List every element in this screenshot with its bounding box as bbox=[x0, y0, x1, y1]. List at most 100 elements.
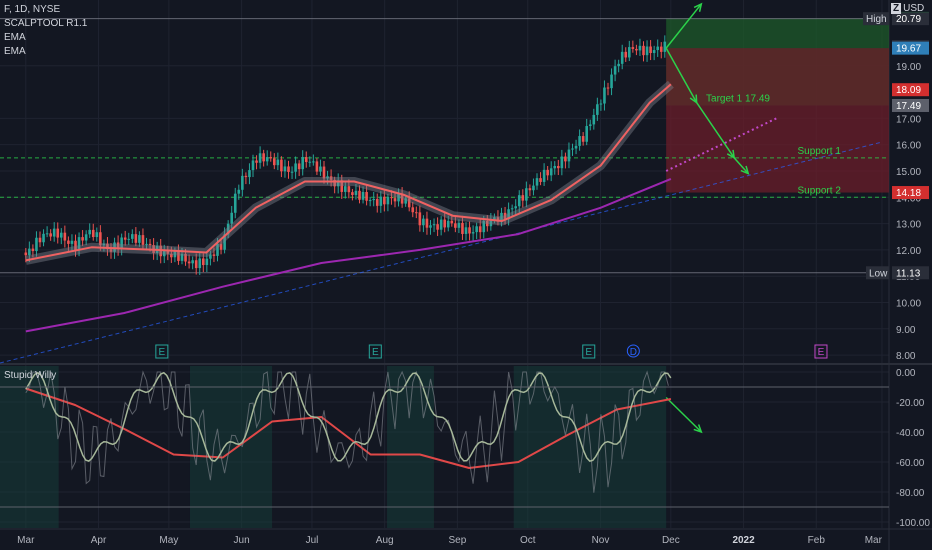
support-1-label: Support 1 bbox=[798, 146, 842, 157]
oscillator-pane bbox=[0, 366, 889, 528]
candle-body bbox=[344, 186, 347, 192]
candle-body bbox=[525, 188, 528, 201]
up-arrow bbox=[665, 3, 702, 49]
candle-body bbox=[269, 157, 273, 159]
candle-body bbox=[226, 223, 230, 235]
candle-body bbox=[379, 196, 383, 206]
candle-body bbox=[77, 237, 81, 250]
candle-body bbox=[599, 103, 603, 105]
candle-body bbox=[588, 124, 592, 127]
price-tag-label: 11.13 bbox=[896, 268, 921, 279]
candle-body bbox=[273, 158, 276, 166]
candle-body bbox=[216, 243, 219, 256]
candle-body bbox=[198, 258, 202, 269]
earnings-marker bbox=[814, 344, 828, 359]
time-tick-label: 2022 bbox=[732, 535, 755, 546]
ema-projection-line bbox=[665, 117, 777, 172]
candle-body bbox=[383, 196, 386, 205]
price-tick-label: 10.00 bbox=[896, 299, 921, 310]
down-arrow-2 bbox=[696, 102, 735, 159]
candle-body bbox=[244, 175, 248, 178]
candle-body bbox=[471, 232, 475, 234]
candle-body bbox=[230, 212, 234, 224]
candle-body bbox=[510, 208, 514, 210]
candle-body bbox=[180, 253, 184, 261]
candle-body bbox=[567, 149, 571, 162]
indicator-label-ema-1[interactable]: EMA bbox=[4, 32, 26, 43]
ema-fast-line bbox=[25, 83, 672, 262]
oscillator-tick-label: -40.00 bbox=[896, 428, 925, 439]
earnings-marker bbox=[368, 344, 382, 359]
price-tag-label: 17.49 bbox=[896, 101, 921, 112]
candle-body bbox=[287, 166, 290, 172]
candle-body bbox=[503, 212, 507, 220]
candle-body bbox=[432, 224, 436, 226]
candle-body bbox=[436, 224, 439, 230]
trend-line bbox=[0, 141, 883, 364]
candle-body bbox=[91, 229, 95, 238]
candle-body bbox=[642, 45, 645, 56]
candle-body bbox=[276, 159, 280, 166]
candle-body bbox=[635, 48, 638, 51]
price-tag bbox=[892, 186, 929, 200]
candle-body bbox=[31, 248, 35, 252]
candle-body bbox=[596, 104, 599, 115]
currency-label: USD bbox=[903, 3, 925, 14]
price-tag-label: 14.18 bbox=[896, 188, 921, 199]
oscillator-tick-label: -80.00 bbox=[896, 488, 925, 499]
indicator-label-scalptool[interactable]: SCALPTOOL R1.1 bbox=[4, 18, 88, 29]
candle-body bbox=[187, 261, 191, 264]
candle-body bbox=[564, 156, 567, 162]
candle-body bbox=[482, 220, 486, 233]
down-arrow-3-head bbox=[740, 165, 750, 175]
candle-body bbox=[411, 207, 415, 213]
candle-body bbox=[24, 252, 28, 256]
symbol-title: F, 1D, NYSE bbox=[4, 4, 61, 15]
earnings-marker-label: E bbox=[585, 347, 592, 358]
candle-body bbox=[148, 243, 152, 246]
candle-body bbox=[162, 250, 166, 257]
candle-body bbox=[301, 157, 305, 170]
candle-body bbox=[375, 198, 379, 206]
candle-body bbox=[120, 237, 123, 249]
price-tag bbox=[892, 12, 929, 26]
candle-body bbox=[294, 163, 297, 172]
candle-body bbox=[592, 114, 596, 125]
candle-body bbox=[81, 237, 84, 241]
earnings-marker-label: E bbox=[159, 347, 166, 358]
candle-body bbox=[145, 243, 148, 245]
oscillator-smooth-line bbox=[25, 371, 672, 462]
loss-zone bbox=[666, 48, 889, 193]
candle-body bbox=[478, 226, 482, 233]
candle-body bbox=[265, 157, 269, 162]
candlesticks bbox=[24, 35, 667, 276]
candle-body bbox=[219, 243, 223, 250]
indicator-label-ema-2[interactable]: EMA bbox=[4, 46, 26, 57]
candle-body bbox=[237, 189, 241, 194]
candle-body bbox=[251, 160, 255, 171]
price-axis[interactable]: 8.009.0010.0011.0012.0013.0014.0015.0016… bbox=[863, 11, 930, 529]
candle-body bbox=[517, 195, 521, 207]
candle-body bbox=[613, 66, 617, 75]
time-axis[interactable]: Mar Apr May Jun Jul Aug Sep Oct Nov Dec 2022 Feb Mar bbox=[0, 528, 932, 546]
candle-body bbox=[95, 232, 99, 238]
oscillator-title[interactable]: Stupid Willy bbox=[4, 370, 57, 381]
candle-body bbox=[255, 160, 258, 163]
candle-body bbox=[620, 51, 624, 64]
high-tag-label: High bbox=[866, 14, 887, 25]
candle-body bbox=[351, 192, 354, 195]
oscillator-tick-label: -20.00 bbox=[896, 398, 925, 409]
currency-selector[interactable]: Z USD bbox=[891, 3, 929, 17]
time-tick-label: Nov bbox=[592, 535, 610, 546]
candle-body bbox=[418, 212, 422, 226]
trade-zones bbox=[666, 18, 889, 193]
candle-body bbox=[425, 218, 429, 228]
down-arrow-2-head bbox=[726, 149, 736, 160]
candle-body bbox=[560, 156, 564, 169]
candle-body bbox=[585, 126, 589, 142]
candle-body bbox=[52, 228, 56, 237]
candle-body bbox=[656, 46, 660, 51]
ema-band bbox=[24, 80, 674, 265]
candle-body bbox=[446, 220, 450, 228]
